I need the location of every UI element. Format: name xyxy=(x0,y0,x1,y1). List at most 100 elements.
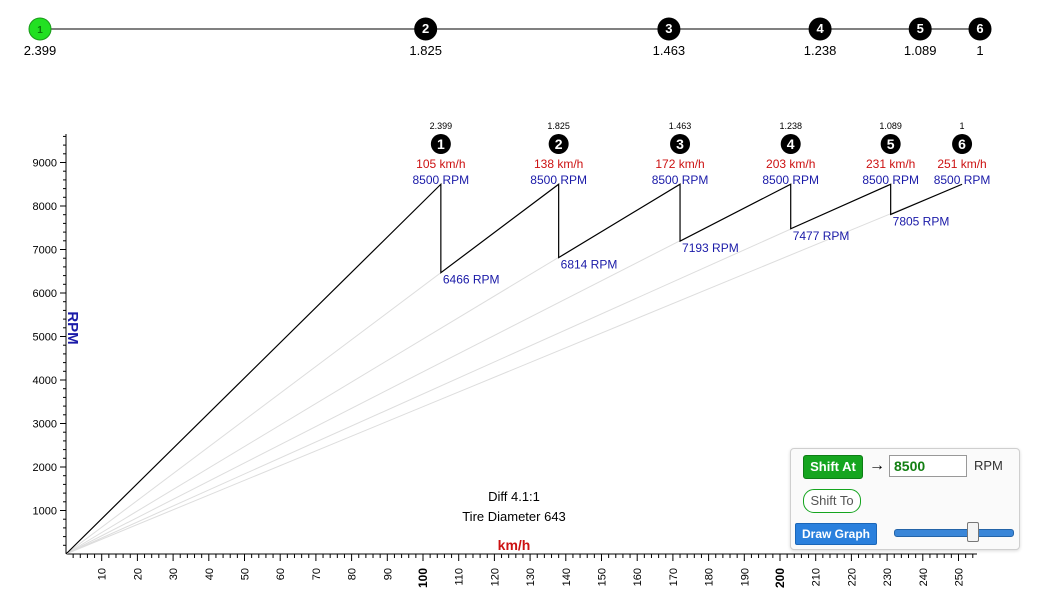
drop-rpm-label: 7477 RPM xyxy=(793,229,850,243)
rpm-slider-track[interactable] xyxy=(894,529,1014,537)
gear-marker xyxy=(670,134,691,154)
x-tick-label: 250 xyxy=(954,568,966,586)
shift-speed-label: 231 km/h xyxy=(866,157,915,171)
y-tick-label: 8000 xyxy=(33,201,57,213)
x-tick-label: 180 xyxy=(704,568,716,586)
ratio-strip-gear-number: 5 xyxy=(917,21,924,36)
ratio-strip-gear-marker[interactable] xyxy=(908,17,932,41)
x-tick-label: 80 xyxy=(347,568,359,580)
x-tick-label: 140 xyxy=(561,568,573,586)
y-tick-label: 5000 xyxy=(33,332,57,344)
shift-rpm-label: 8500 RPM xyxy=(934,173,991,187)
x-tick-label: 210 xyxy=(811,568,823,586)
ratio-strip-gear-number: 2 xyxy=(422,21,429,36)
rpm-curve xyxy=(65,182,963,555)
shift-speed-label: 203 km/h xyxy=(766,157,815,171)
gear-marker xyxy=(880,134,901,154)
shift-at-button[interactable]: Shift At xyxy=(803,455,863,479)
gear-ratio-label: 1.463 xyxy=(669,121,692,131)
drop-rpm-label: 7193 RPM xyxy=(682,241,739,255)
ratio-strip-gear-number: 3 xyxy=(665,21,672,36)
gear-marker xyxy=(952,134,973,154)
ratio-strip-gear-marker[interactable] xyxy=(414,17,438,41)
gear-ratio-label: 1.238 xyxy=(779,121,802,131)
shift-rpm-input[interactable] xyxy=(889,455,967,477)
x-tick-label: 30 xyxy=(168,568,180,580)
gear-marker xyxy=(780,134,801,154)
diff-label: Diff 4.1:1 xyxy=(488,489,540,504)
ratio-strip-ratio-label: 1.463 xyxy=(653,43,686,58)
shift-rpm-label: 8500 RPM xyxy=(412,173,469,187)
shift-rpm-label: 8500 RPM xyxy=(652,173,709,187)
x-tick-label: 90 xyxy=(382,568,394,580)
y-tick-label: 2000 xyxy=(33,462,57,474)
x-tick-label: 220 xyxy=(846,568,858,586)
arrow-right-icon: → xyxy=(869,457,885,474)
x-tick-label: 190 xyxy=(739,568,751,586)
y-tick-label: 7000 xyxy=(33,245,57,257)
drop-rpm-label: 6814 RPM xyxy=(561,258,618,272)
y-tick-label: 3000 xyxy=(33,419,57,431)
ratio-strip-ratio-label: 1.825 xyxy=(409,43,442,58)
ratio-strip-gear-number: 1 xyxy=(37,25,43,36)
x-tick-label: 50 xyxy=(240,568,252,580)
y-tick-label: 1000 xyxy=(33,506,57,518)
x-tick-label: 200 xyxy=(773,568,787,588)
x-tick-label: 20 xyxy=(132,568,144,580)
x-tick-label: 60 xyxy=(275,568,287,580)
x-tick-label: 240 xyxy=(918,568,930,586)
gear-number: 5 xyxy=(887,136,895,152)
shift-speed-label: 105 km/h xyxy=(416,157,465,171)
shift-speed-label: 251 km/h xyxy=(937,157,986,171)
ratio-strip-gear-number: 6 xyxy=(976,21,983,36)
gear-number: 2 xyxy=(555,136,563,152)
gear-number: 3 xyxy=(676,136,684,152)
y-tick-label: 4000 xyxy=(33,375,57,387)
gear-marker xyxy=(430,134,451,154)
gear-number: 4 xyxy=(787,136,795,152)
shift-to-button[interactable]: Shift To xyxy=(803,489,861,513)
ratio-strip-gear-marker[interactable] xyxy=(808,17,832,41)
x-tick-label: 120 xyxy=(489,568,501,586)
gear-number: 6 xyxy=(958,136,966,152)
ratio-strip-gear-marker[interactable] xyxy=(657,17,681,41)
x-tick-label: 160 xyxy=(632,568,644,586)
shift-rpm-label: 8500 RPM xyxy=(862,173,919,187)
x-tick-label: 170 xyxy=(668,568,680,586)
shift-control-panel: Shift At → RPM Shift To Draw Graph xyxy=(790,448,1020,550)
rpm-unit-label: RPM xyxy=(974,458,1003,473)
ratio-strip-gear-marker[interactable] xyxy=(28,17,52,41)
y-axis-label: RPM xyxy=(64,311,81,344)
ratio-strip-gear-number: 4 xyxy=(816,21,824,36)
ratio-strip-gear-marker[interactable] xyxy=(968,17,992,41)
x-tick-label: 10 xyxy=(97,568,109,580)
x-tick-label: 100 xyxy=(416,568,430,588)
y-tick-label: 9000 xyxy=(33,158,57,170)
draw-graph-button[interactable]: Draw Graph xyxy=(795,523,877,545)
x-tick-label: 110 xyxy=(454,568,466,586)
gear-ratio-label: 1 xyxy=(960,121,965,131)
gear-marker xyxy=(548,134,569,154)
x-tick-label: 150 xyxy=(597,568,609,586)
shift-speed-label: 172 km/h xyxy=(655,157,704,171)
gear-ratio-label: 1.089 xyxy=(879,121,902,131)
x-tick-label: 70 xyxy=(311,568,323,580)
drop-rpm-label: 6466 RPM xyxy=(443,273,500,287)
tire-diameter-label: Tire Diameter 643 xyxy=(462,509,566,524)
rpm-slider-thumb[interactable] xyxy=(967,522,979,542)
x-tick-label: 130 xyxy=(525,568,537,586)
gear-ratio-label: 2.399 xyxy=(430,121,453,131)
ratio-strip-ratio-label: 2.399 xyxy=(24,43,57,58)
gear-ratio-label: 1.825 xyxy=(547,121,570,131)
x-axis-label: km/h xyxy=(498,537,531,553)
shift-rpm-label: 8500 RPM xyxy=(530,173,587,187)
gear-number: 1 xyxy=(437,136,445,152)
ratio-strip-ratio-label: 1.089 xyxy=(904,43,937,58)
shift-rpm-label: 8500 RPM xyxy=(762,173,819,187)
x-tick-label: 40 xyxy=(204,568,216,580)
gear-guide-line xyxy=(65,183,791,555)
x-tick-label: 230 xyxy=(882,568,894,586)
gear-guide-line xyxy=(65,183,963,555)
shift-speed-label: 138 km/h xyxy=(534,157,583,171)
